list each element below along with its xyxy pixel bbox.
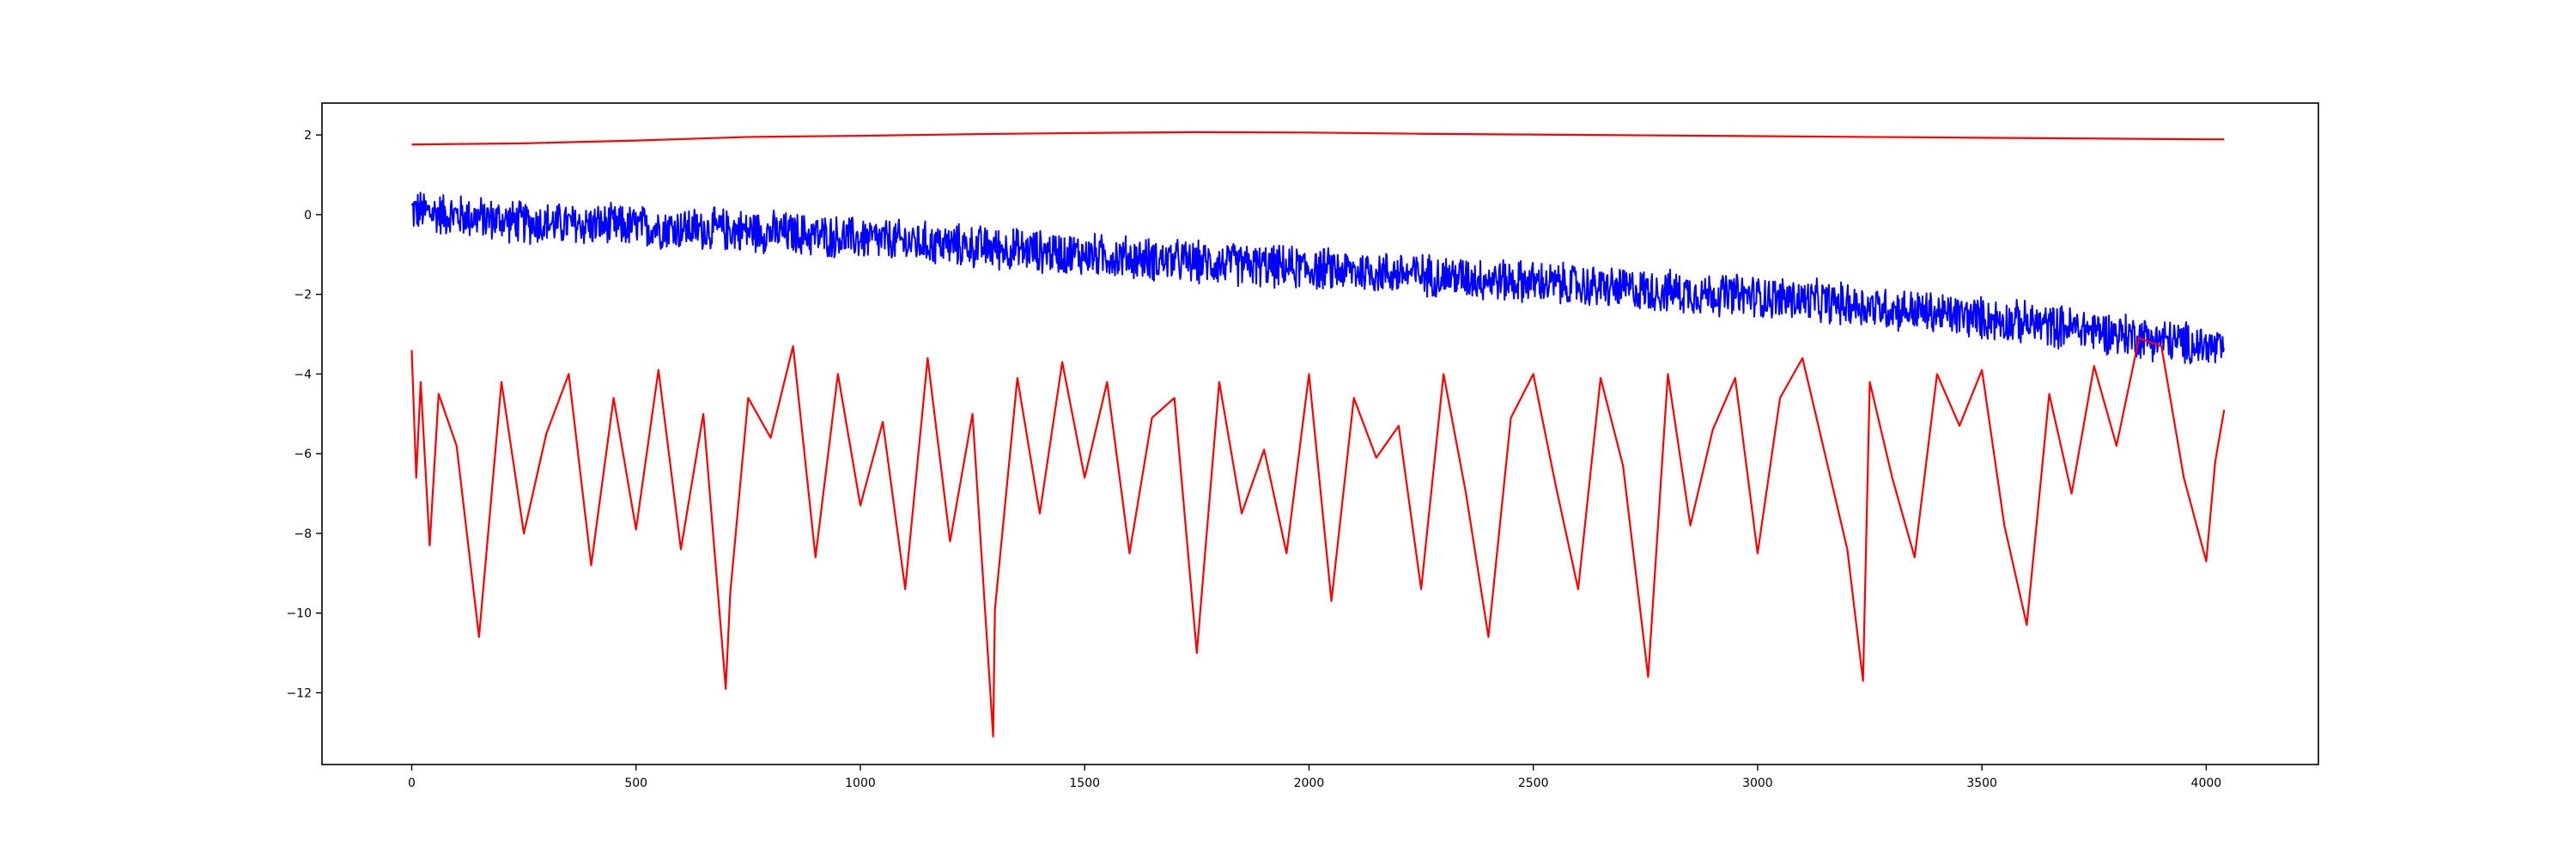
y-tick-label: −12 <box>286 687 312 701</box>
x-tick-label: 1000 <box>845 777 876 790</box>
y-tick-label: −2 <box>294 289 312 302</box>
y-tick-label: −10 <box>286 607 312 621</box>
y-axis: −12 −10 −8 −6 −4 −2 0 2 <box>286 129 322 701</box>
x-tick-label: 3500 <box>1966 777 1997 790</box>
x-tick-label: 2500 <box>1518 777 1549 790</box>
x-tick-label: 1500 <box>1069 777 1100 790</box>
plot-background <box>322 103 2318 765</box>
series-line-3 <box>410 337 2226 738</box>
x-tick-label: 2000 <box>1294 777 1325 790</box>
x-tick-label: 3000 <box>1742 777 1773 790</box>
y-tick-label: 0 <box>304 209 312 222</box>
x-tick-label: 0 <box>408 777 416 790</box>
series-line-2 <box>410 192 2226 365</box>
series-layer <box>410 131 2226 738</box>
plot-frame <box>321 102 2319 765</box>
x-axis: 0 500 1000 1500 2000 2500 3000 3500 4000 <box>408 765 2221 790</box>
y-tick-label: 2 <box>304 129 312 143</box>
y-tick-label: −8 <box>294 527 312 541</box>
x-tick-label: 500 <box>624 777 647 790</box>
x-tick-label: 4000 <box>2191 777 2222 790</box>
y-tick-label: −6 <box>294 448 312 461</box>
y-tick-label: −4 <box>294 368 312 381</box>
series-line-1 <box>411 131 2225 146</box>
